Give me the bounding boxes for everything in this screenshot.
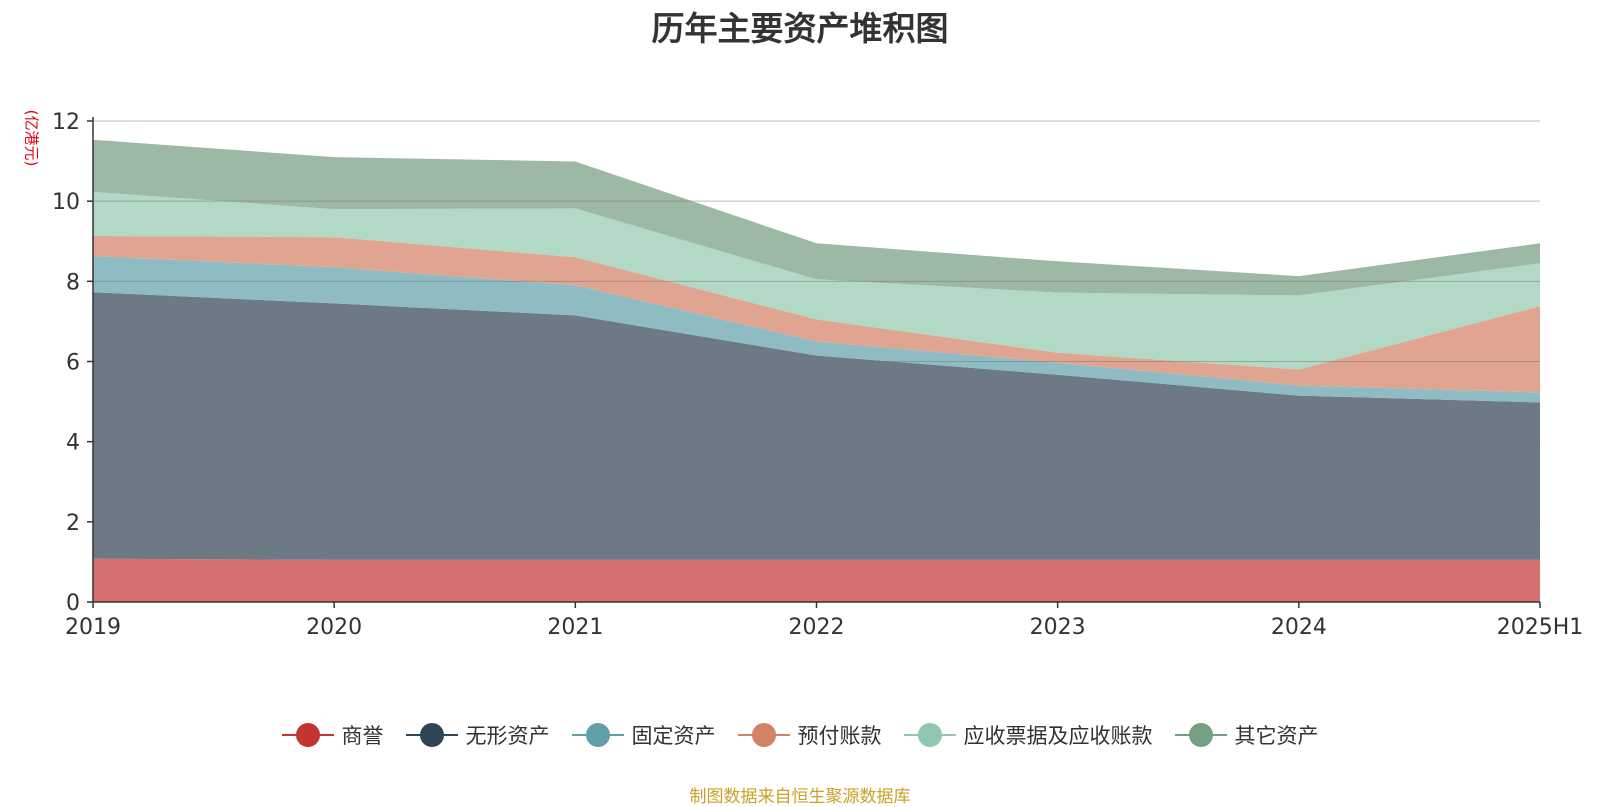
y-tick-label-1: 2 xyxy=(66,511,80,536)
legend-marker-icon xyxy=(1174,720,1227,750)
area-series-1 xyxy=(93,558,1540,602)
legend-label: 固定资产 xyxy=(631,724,716,748)
legend-label: 应收票据及应收账款 xyxy=(963,724,1153,748)
legend-dot xyxy=(295,723,320,747)
legend-marker-icon xyxy=(571,720,624,750)
y-tick-label-4: 8 xyxy=(66,270,80,295)
legend-label: 预付账款 xyxy=(797,724,882,748)
area-series-2 xyxy=(93,292,1540,560)
legend-item-1[interactable]: 商誉 xyxy=(281,720,384,750)
area-series-6 xyxy=(93,139,1540,296)
chart-title: 历年主要资产堆积图 xyxy=(651,9,949,48)
y-tick-label-5: 10 xyxy=(52,190,80,215)
legend-item-6[interactable]: 其它资产 xyxy=(1174,720,1319,750)
legend-item-4[interactable]: 预付账款 xyxy=(737,720,882,750)
source-note: 制图数据来自恒生聚源数据库 xyxy=(689,787,911,807)
legend-label: 无形资产 xyxy=(465,724,550,748)
legend-dot xyxy=(419,723,444,747)
legend-item-2[interactable]: 无形资产 xyxy=(405,720,550,750)
legend-marker-icon xyxy=(737,720,790,750)
area-layers xyxy=(93,139,1540,602)
x-tick-label-6: 2025H1 xyxy=(1497,615,1584,640)
x-tick-label-5: 2024 xyxy=(1271,615,1327,640)
legend-dot xyxy=(917,723,942,747)
legend-marker-icon xyxy=(405,720,458,750)
x-tick-label-0: 2019 xyxy=(65,615,121,640)
legend-item-5[interactable]: 应收票据及应收账款 xyxy=(903,720,1153,750)
y-tick-label-0: 0 xyxy=(66,591,80,616)
legend-dot xyxy=(585,723,610,747)
legend-marker-icon xyxy=(281,720,334,750)
legend-dot xyxy=(1188,723,1213,747)
legend-label: 其它资产 xyxy=(1234,724,1319,748)
y-tick-label-3: 6 xyxy=(66,351,80,376)
legend-item-3[interactable]: 固定资产 xyxy=(571,720,716,750)
y-tick-label-6: 12 xyxy=(52,110,80,135)
y-tick-label-2: 4 xyxy=(66,431,80,456)
grid-lines xyxy=(93,120,1540,523)
legend-marker-icon xyxy=(903,720,956,750)
area-series-4 xyxy=(93,236,1540,393)
axes: 0 2 4 6 8 10 12 2019 2020 2021 2022 2023 2024 2025H1 xyxy=(52,110,1583,640)
legend-dot xyxy=(751,723,776,747)
legend: 商誉 无形资产 固定资产 预付账款 应收票据及应收账款 其它资产 xyxy=(0,717,1600,753)
x-tick-label-2: 2021 xyxy=(547,615,603,640)
x-tick-label-4: 2023 xyxy=(1030,615,1086,640)
x-tick-label-3: 2022 xyxy=(789,615,845,640)
area-series-3 xyxy=(93,256,1540,403)
x-tick-label-1: 2020 xyxy=(306,615,362,640)
area-series-5 xyxy=(93,191,1540,370)
legend-label: 商誉 xyxy=(341,724,384,748)
